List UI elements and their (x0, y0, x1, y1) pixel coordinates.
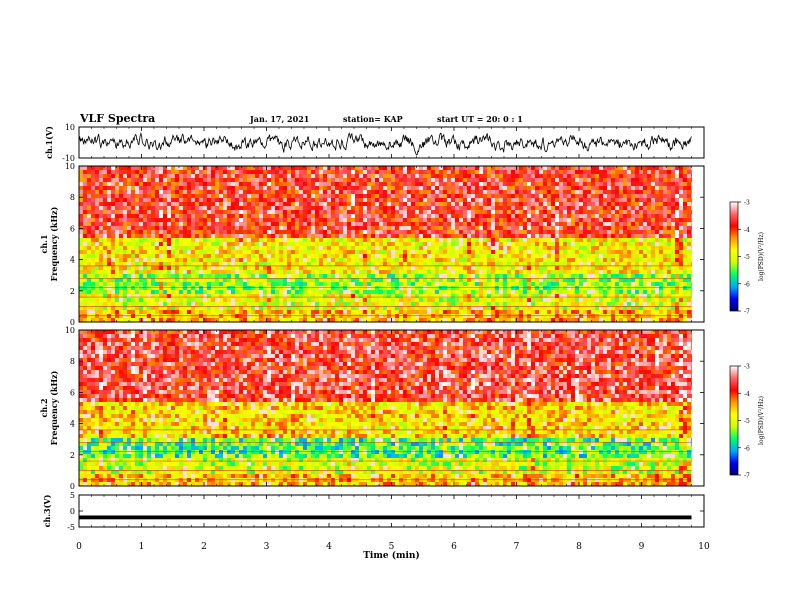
colorbar-tick-label: -7 (744, 473, 750, 480)
x-tick-label: 3 (264, 542, 270, 552)
spectrogram-y-label-freq: Frequency (kHz) (49, 206, 59, 281)
x-tick-label: 6 (451, 542, 457, 552)
station-label: station= KAP (343, 114, 403, 124)
y-tick-label: -10 (62, 154, 75, 163)
colorbar-tick-label: -5 (744, 418, 750, 425)
ch3-y-axis-label: ch.3(V) (42, 494, 52, 527)
ch3-signal-band (79, 515, 692, 520)
x-tick-label: 10 (698, 542, 710, 552)
start-time-label: start UT = 20: 0 : 1 (437, 114, 523, 124)
y-tick-label: -5 (67, 523, 75, 532)
y-tick-label: 6 (70, 388, 75, 397)
ch1-waveform-trace (78, 131, 692, 156)
x-tick-label: 0 (76, 542, 82, 552)
y-tick-label: 6 (70, 224, 75, 233)
spectrogram-y-label-freq: Frequency (kHz) (49, 370, 59, 445)
y-tick-label: 8 (70, 357, 75, 366)
x-tick-label: 8 (576, 542, 582, 552)
colorbar-tick-label: -4 (744, 227, 750, 234)
spectrogram-cells-2 (79, 330, 692, 487)
y-tick-label: 4 (70, 256, 75, 265)
colorbar-tick-label: -7 (744, 309, 750, 316)
colorbar-tick-label: -3 (744, 364, 750, 371)
y-tick-label: 5 (70, 491, 75, 500)
y-tick-label: 10 (65, 123, 75, 132)
figure-title: VLF Spectra (80, 112, 156, 125)
colorbar-tick-label: -5 (744, 254, 750, 261)
x-tick-label: 5 (389, 542, 395, 552)
colorbar-label: log(PSD)(V²/Hz) (758, 232, 765, 281)
y-tick-label: 10 (65, 326, 75, 335)
panel-frame (78, 494, 705, 528)
x-tick-label: 4 (326, 542, 332, 552)
date-label: Jan. 17, 2021 (250, 114, 310, 124)
y-tick-label: 10 (65, 162, 75, 171)
spectrogram-y-label-channel: ch.2 (39, 398, 49, 417)
colorbar-label: log(PSD)(V²/Hz) (758, 396, 765, 445)
y-tick-label: 2 (70, 287, 75, 296)
spectrogram-y-label-channel: ch.1 (39, 234, 49, 253)
x-tick-label: 7 (514, 542, 520, 552)
x-axis-label: Time (min) (363, 550, 420, 561)
y-tick-label: 0 (70, 507, 75, 516)
y-tick-label: 2 (70, 451, 75, 460)
colorbar-tick-label: -4 (744, 391, 750, 398)
colorbar (729, 365, 739, 476)
x-tick-label: 2 (201, 542, 207, 552)
colorbar-tick-label: -6 (744, 281, 750, 288)
y-tick-label: 8 (70, 193, 75, 202)
x-tick-label: 1 (139, 542, 145, 552)
y-tick-label: 4 (70, 420, 75, 429)
colorbar-tick-label: -6 (744, 445, 750, 452)
colorbar (729, 201, 739, 312)
x-tick-label: 9 (639, 542, 645, 552)
spectrogram-cells-1 (79, 166, 692, 323)
y-tick-label: 0 (70, 482, 75, 491)
colorbar-tick-label: -3 (744, 200, 750, 207)
ch1-y-axis-label: ch.1(V) (44, 126, 54, 159)
y-tick-label: 0 (70, 318, 75, 327)
